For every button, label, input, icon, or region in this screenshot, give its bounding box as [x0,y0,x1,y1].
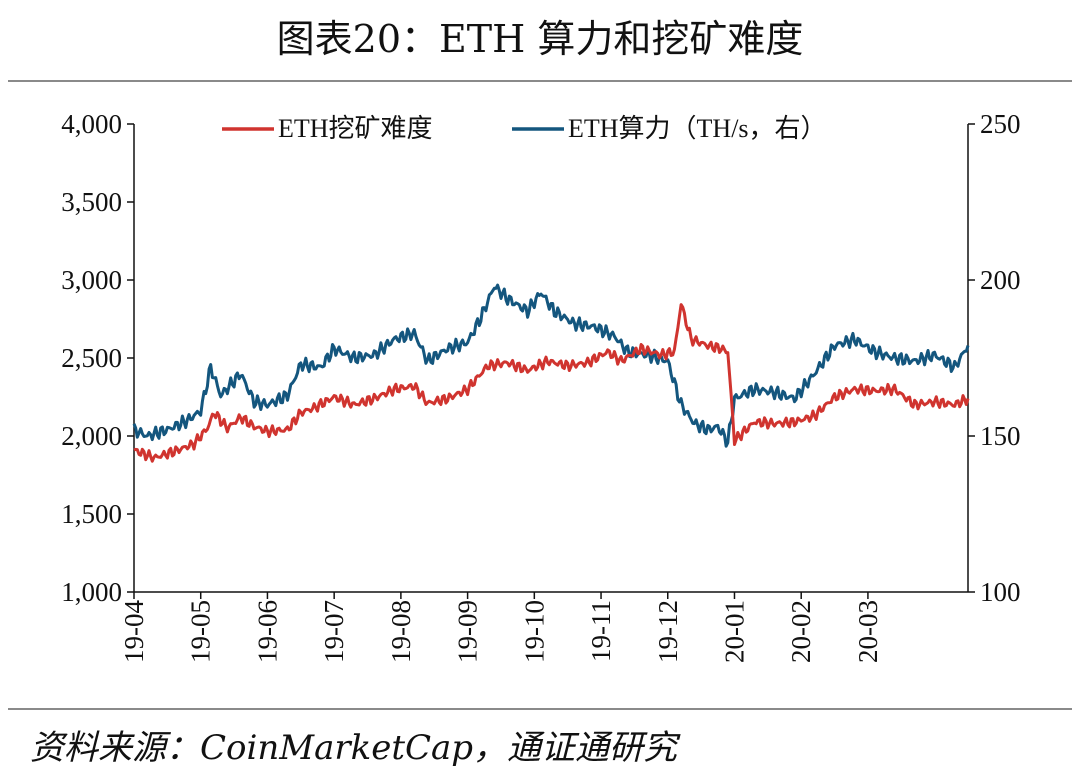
figure-title: 图表20：ETH 算力和挖矿难度 [276,17,804,61]
x-tick-label: 19-05 [186,600,216,663]
x-tick-label: 19-07 [319,600,349,663]
left-tick-label: 3,500 [61,187,122,217]
left-tick-label: 2,000 [61,421,122,451]
x-tick-label: 19-08 [386,600,416,663]
top-rule [8,80,1072,82]
source-note: 资料来源：CoinMarketCap，通证通研究 [30,728,678,768]
legend-difficulty-label: ETH挖矿难度 [278,114,433,143]
left-tick-label: 1,500 [61,499,122,529]
x-tick-label: 20-03 [853,600,883,663]
x-tick-label: 19-09 [453,600,483,663]
x-tick-label: 20-02 [786,600,816,663]
series-layer [132,283,970,463]
x-tick-label: 19-10 [519,600,549,663]
legend-hashrate-label: ETH算力（TH/s，右） [568,114,827,143]
left-tick-label: 4,000 [61,109,122,139]
right-tick-label: 250 [980,109,1021,139]
left-tick-label: 1,000 [61,577,122,607]
difficulty-series-line [133,303,970,463]
x-tick-label: 20-01 [719,600,749,663]
bottom-rule [8,708,1072,710]
right-tick-label: 100 [980,577,1021,607]
axes: 4,000 3,500 3,000 2,500 2,000 1,500 1,000 250 20… [61,109,1020,663]
x-tick-label: 19-04 [119,600,149,663]
left-tick-label: 2,500 [61,343,122,373]
hashrate-series-line [132,283,970,448]
x-tick-label: 19-06 [252,600,282,663]
x-tick-label: 19-11 [586,600,616,662]
legend: ETH挖矿难度 ETH算力（TH/s，右） [222,114,827,143]
x-tick-label: 19-12 [653,600,683,663]
left-tick-label: 3,000 [61,265,122,295]
right-tick-label: 200 [980,265,1021,295]
right-tick-label: 150 [980,421,1021,451]
